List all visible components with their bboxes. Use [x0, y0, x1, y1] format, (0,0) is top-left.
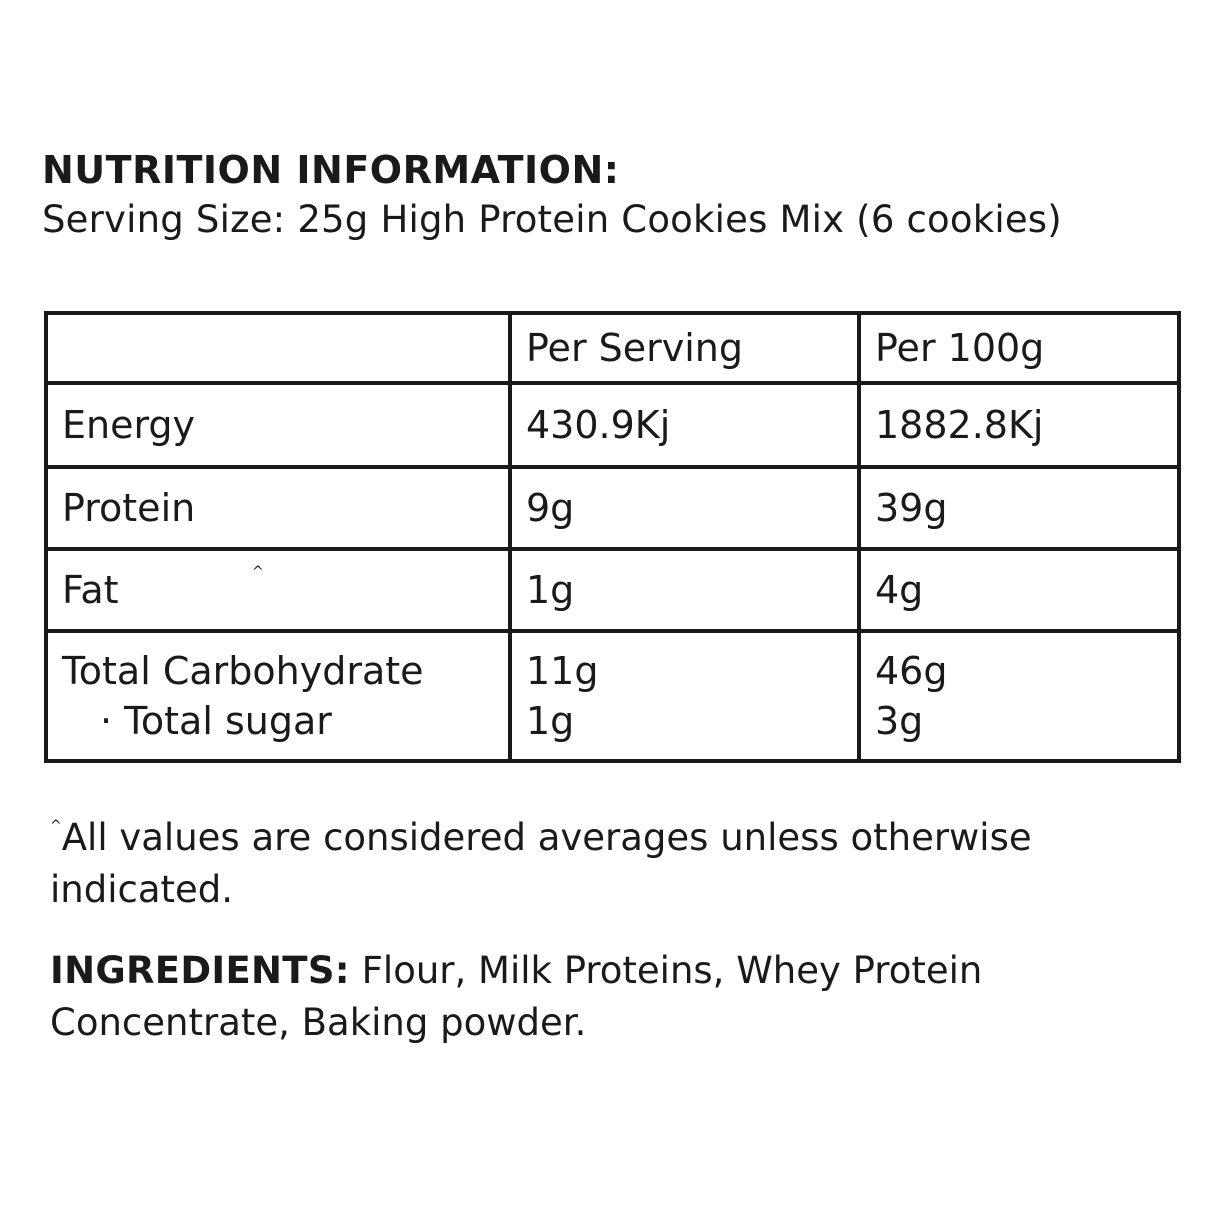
footnote: ^All values are considered averages unle…: [50, 812, 1150, 916]
fat-per-100g: 4g: [857, 547, 1181, 633]
average-marker: ^: [252, 564, 264, 580]
footnote-text: All values are considered averages unles…: [50, 816, 1032, 911]
table-row: Fat ^ 1g 4g: [44, 547, 1181, 633]
energy-per-serving: 430.9Kj: [508, 381, 861, 469]
row-label-total-sugar: · Total sugar: [100, 699, 332, 743]
footnote-marker: ^: [50, 818, 62, 834]
serving-size: Serving Size: 25g High Protein Cookies M…: [42, 198, 1062, 241]
row-label-protein: Protein: [44, 465, 512, 551]
row-label-total-carbohydrate: Total Carbohydrate: [62, 649, 424, 693]
carb-per-100g-cell: 46g 3g: [857, 629, 1181, 763]
carb-per-100g: 46g: [875, 649, 948, 693]
fat-per-serving: 1g: [508, 547, 861, 633]
ingredients: INGREDIENTS: Flour, Milk Proteins, Whey …: [50, 945, 1160, 1049]
table-row: Total Carbohydrate · Total sugar 11g 1g …: [44, 629, 1181, 763]
header-cell-per-100g: Per 100g: [857, 311, 1181, 385]
row-label-fat-cell: Fat ^: [44, 547, 512, 633]
ingredients-label: INGREDIENTS:: [50, 949, 350, 992]
protein-per-serving: 9g: [508, 465, 861, 551]
energy-per-100g: 1882.8Kj: [857, 381, 1181, 469]
row-label-carb-cell: Total Carbohydrate · Total sugar: [44, 629, 512, 763]
nutrition-title: NUTRITION INFORMATION:: [42, 148, 620, 192]
row-label-fat: Fat: [62, 568, 119, 612]
carb-per-serving: 11g: [526, 649, 599, 693]
carb-per-serving-cell: 11g 1g: [508, 629, 861, 763]
header-cell-per-serving: Per Serving: [508, 311, 861, 385]
table-row: Protein 9g 39g: [44, 465, 1181, 551]
protein-per-100g: 39g: [857, 465, 1181, 551]
row-label-energy: Energy: [44, 381, 512, 469]
header-cell-empty: [44, 311, 512, 385]
table-row: Energy 430.9Kj 1882.8Kj: [44, 381, 1181, 469]
sugar-per-100g: 3g: [875, 699, 924, 743]
ingredients-text: Flour, Milk Proteins, Whey Protein Conce…: [50, 949, 983, 1044]
nutrition-table: Per Serving Per 100g Energy 430.9Kj 1882…: [44, 311, 1181, 763]
table-header-row: Per Serving Per 100g: [44, 311, 1181, 385]
sugar-per-serving: 1g: [526, 699, 575, 743]
